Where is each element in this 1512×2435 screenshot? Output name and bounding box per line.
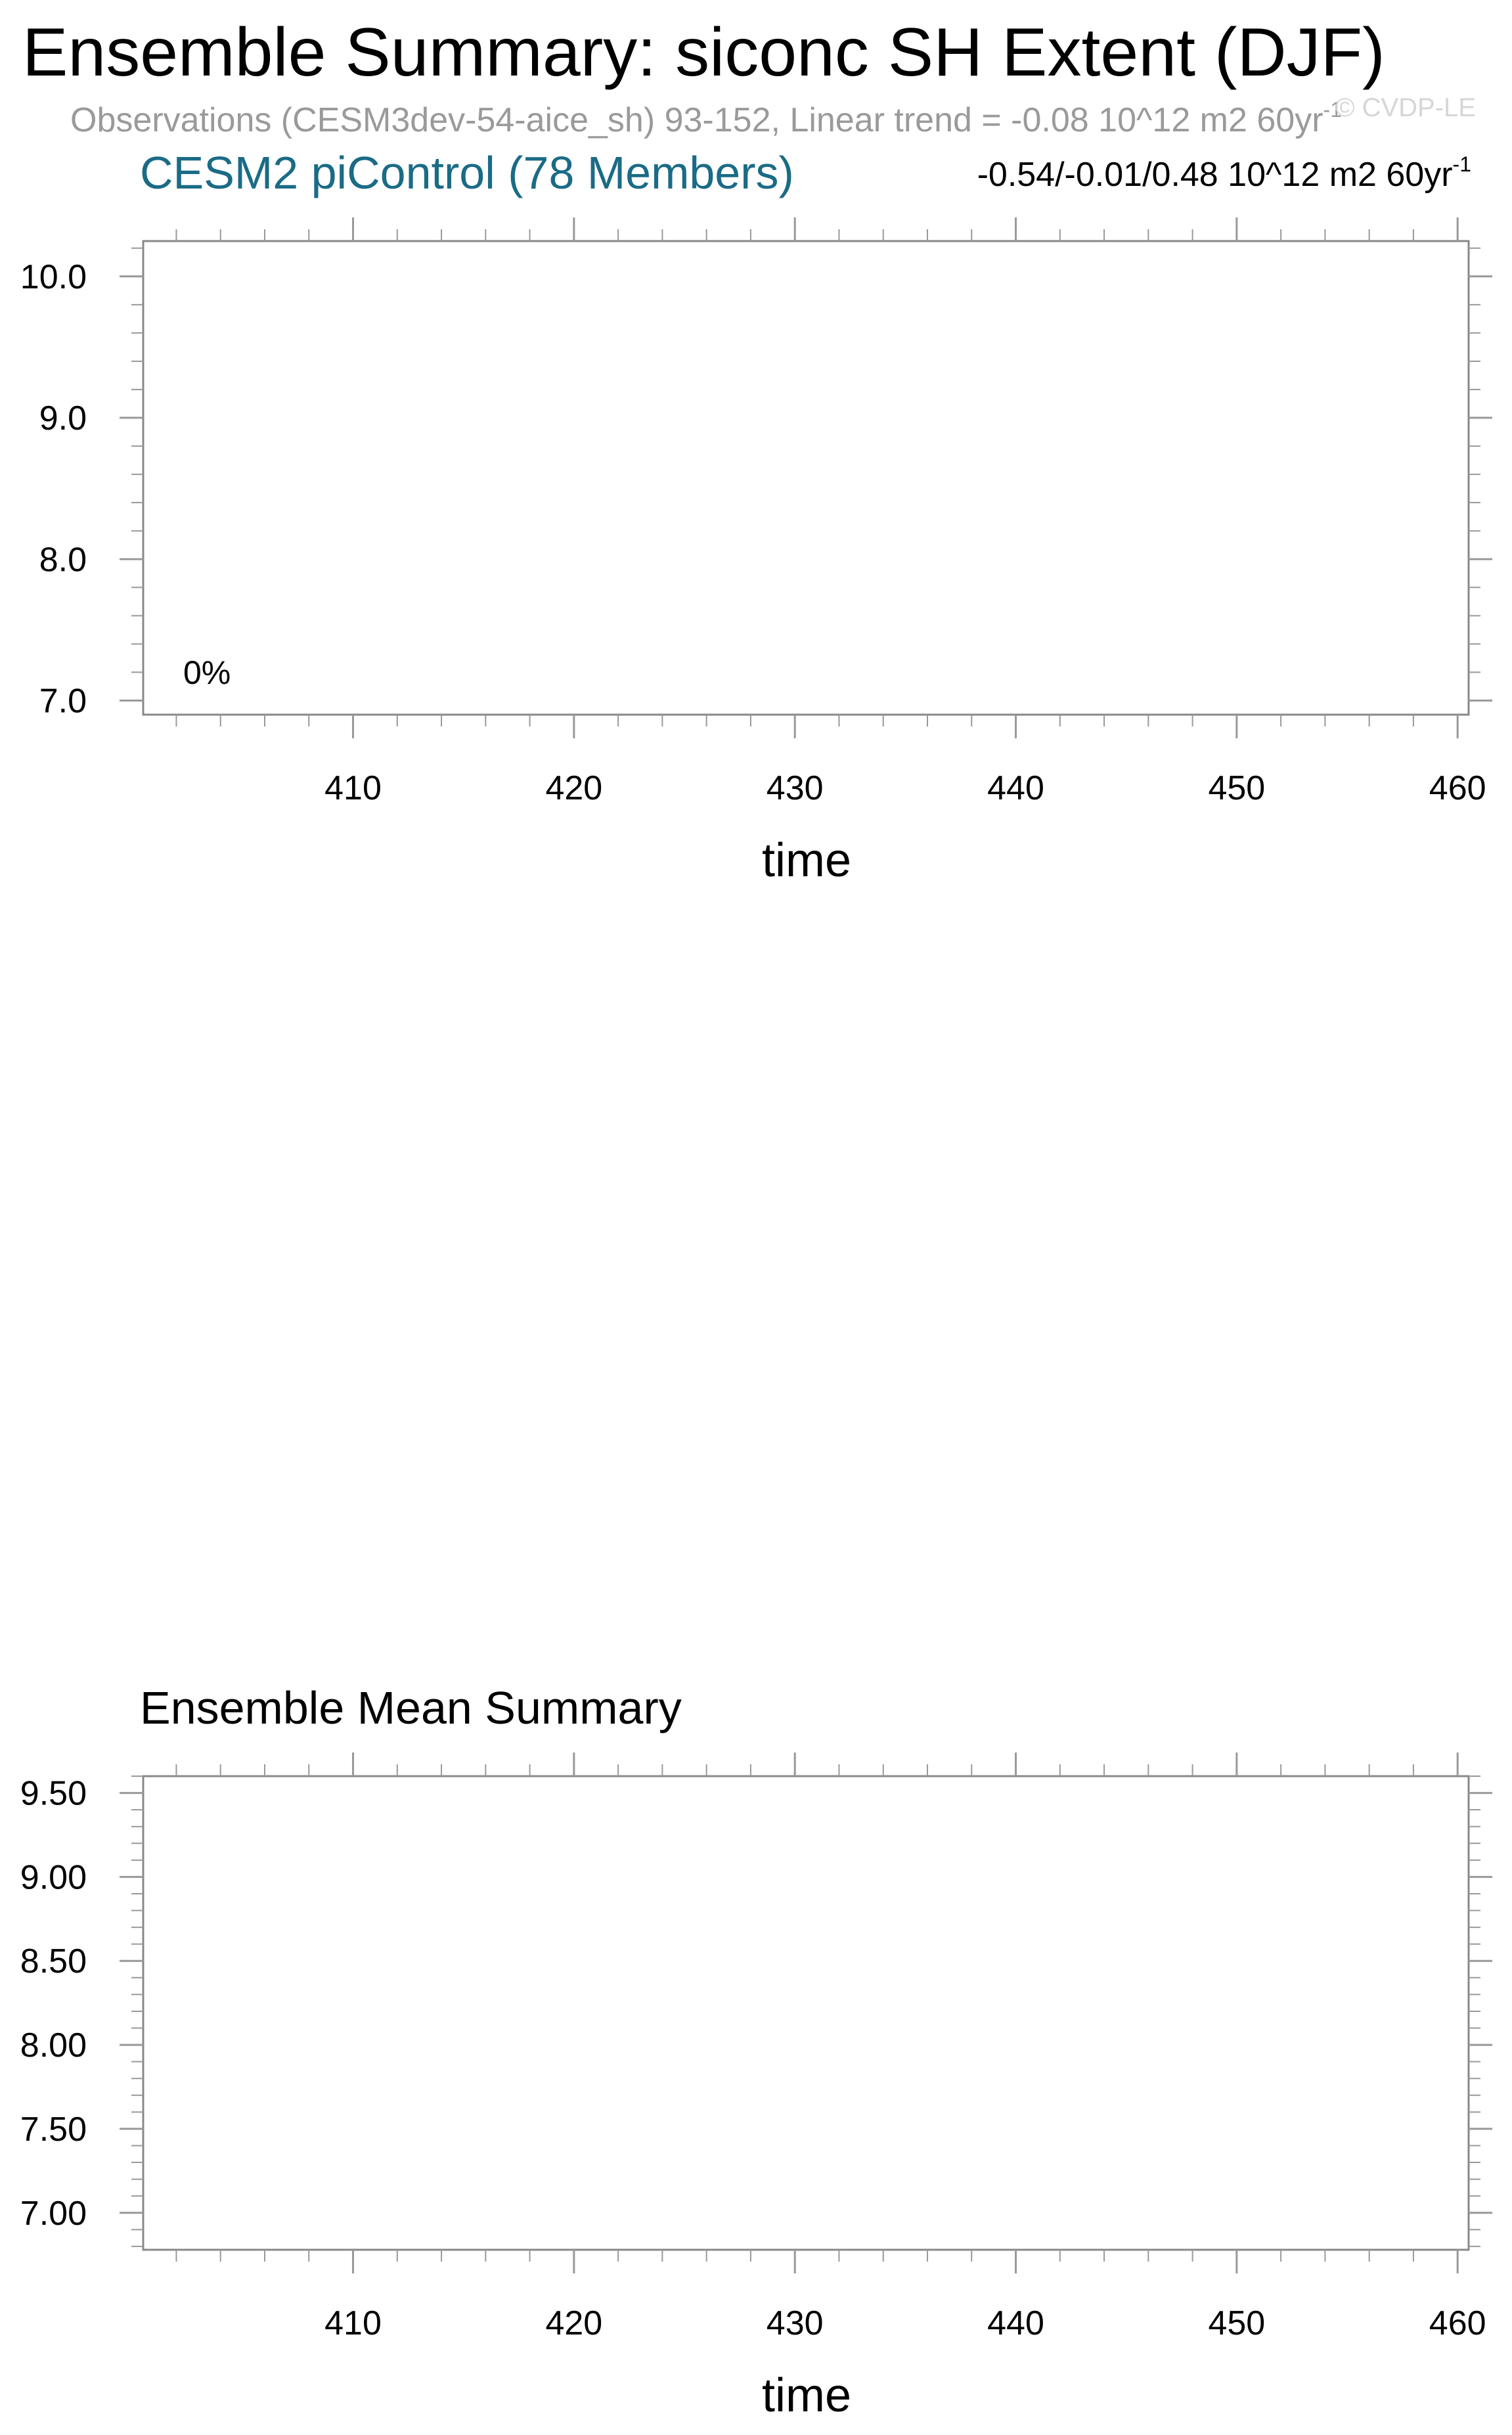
observations-text: Observations (CESM3dev-54-aice_sh) 93-15…	[70, 101, 1323, 139]
plot-frame-bottom	[142, 1775, 1470, 2251]
y-tick-label: 9.0	[39, 399, 87, 437]
y-tick-label: 8.50	[20, 1942, 87, 1980]
ensemble-mean-title: Ensemble Mean Summary	[140, 1682, 682, 1733]
x-tick-label: 450	[1208, 2304, 1265, 2342]
y-tick-label: 7.00	[20, 2195, 87, 2233]
x-axis-title: time	[762, 834, 851, 887]
y-tick-label: 9.50	[20, 1775, 87, 1813]
y-tick-label: 8.0	[39, 541, 87, 579]
y-tick-label: 7.50	[20, 2111, 87, 2149]
y-tick-label: 8.00	[20, 2026, 87, 2065]
x-tick-label: 420	[545, 2304, 602, 2342]
x-tick-label: 420	[545, 769, 602, 807]
observations-superscript: -1	[1323, 98, 1342, 122]
trend-range: -0.54/-0.01/0.48 10^12 m2 60yr-1	[977, 154, 1471, 194]
x-tick-label: 430	[767, 769, 824, 807]
percentage-annotation: 0%	[183, 654, 231, 691]
trend-range-text: -0.54/-0.01/0.48 10^12 m2 60yr	[977, 156, 1453, 194]
y-tick-label: 10.0	[20, 258, 87, 296]
y-tick-label: 9.00	[20, 1858, 87, 1896]
x-axis-title: time	[762, 2369, 851, 2422]
watermark: © CVDP-LE	[1335, 93, 1476, 122]
x-tick-label: 440	[987, 2304, 1044, 2342]
x-tick-label: 430	[767, 2304, 824, 2342]
plot-frame-top	[142, 240, 1470, 716]
model-label: CESM2 piControl (78 Members)	[140, 147, 794, 198]
x-tick-label: 460	[1429, 2304, 1486, 2342]
x-tick-label: 410	[324, 769, 382, 807]
x-tick-label: 440	[987, 769, 1044, 807]
observations-subtitle: Observations (CESM3dev-54-aice_sh) 93-15…	[70, 99, 1342, 139]
chart-title: Ensemble Summary: siconc SH Extent (DJF)	[22, 14, 1385, 91]
y-tick-label: 7.0	[39, 682, 87, 720]
x-tick-label: 460	[1429, 769, 1486, 807]
x-tick-label: 450	[1208, 769, 1265, 807]
trend-range-superscript: -1	[1452, 152, 1471, 176]
x-tick-label: 410	[324, 2304, 382, 2342]
